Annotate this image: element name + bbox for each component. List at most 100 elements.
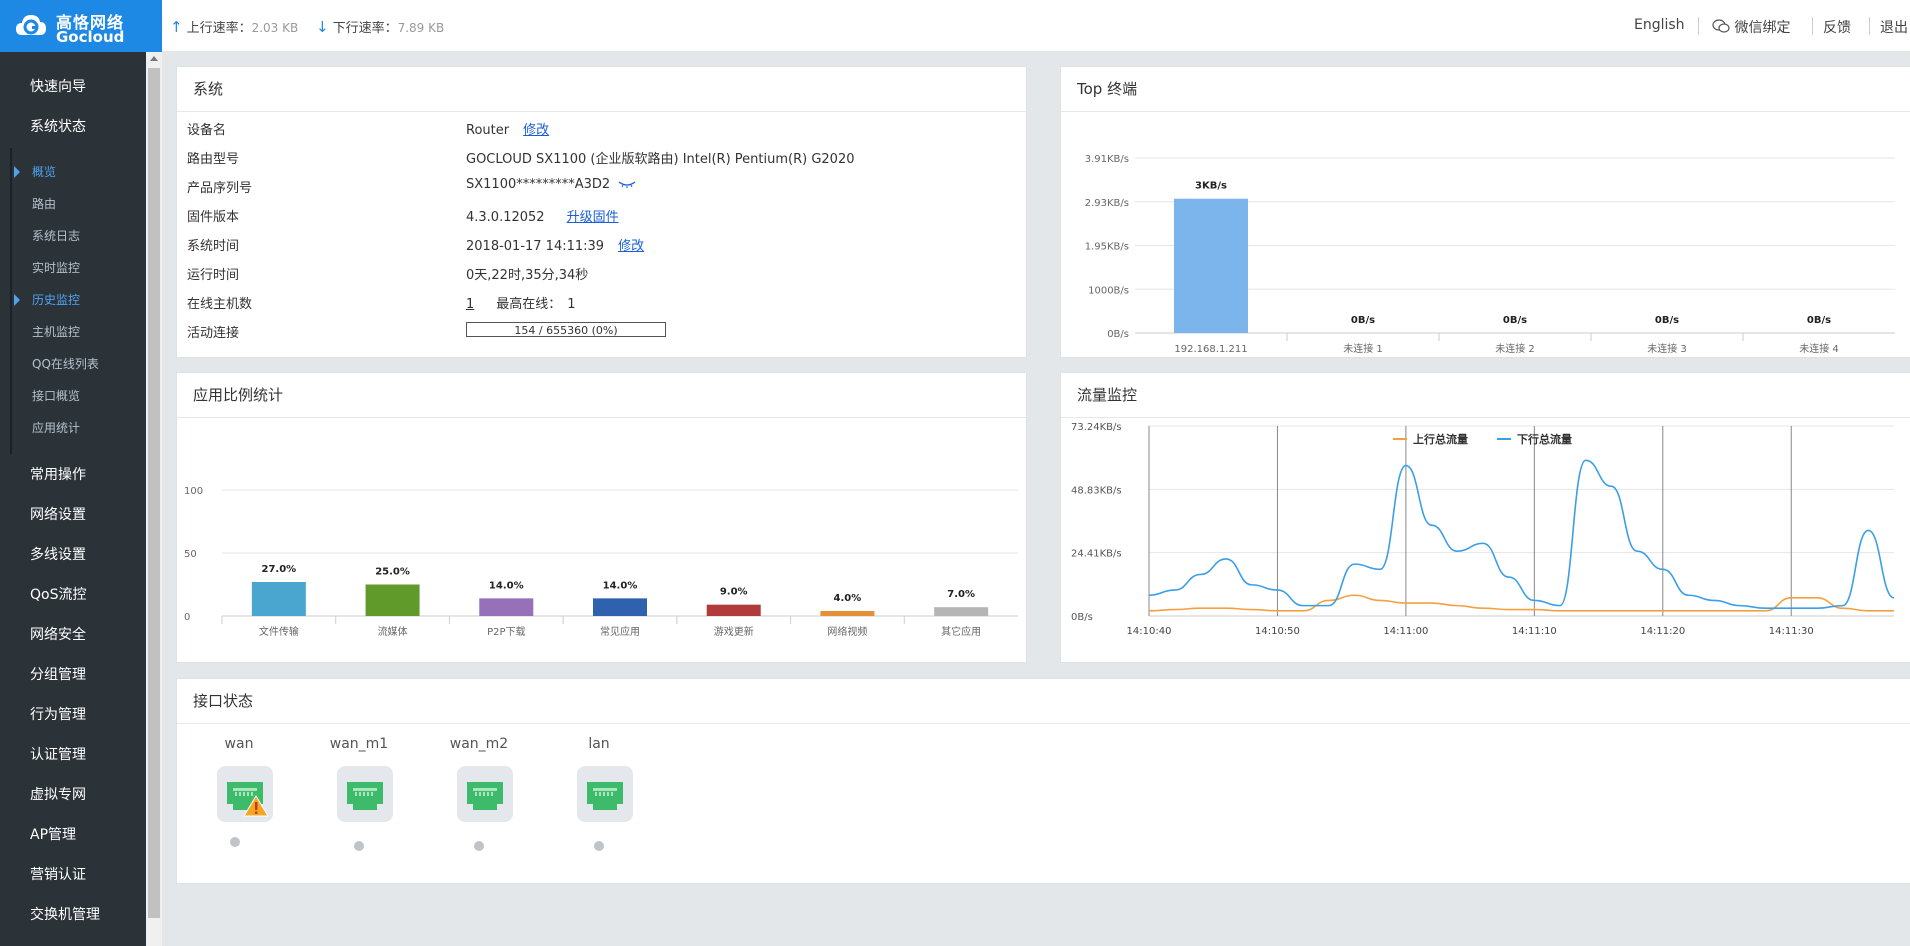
sidebar-subitem-system-log[interactable]: 系统日志 — [32, 229, 81, 243]
x-tick-label: 其它应用 — [941, 625, 981, 638]
device-name-value: Router — [466, 123, 510, 138]
data-label: 3KB/s — [1195, 181, 1227, 192]
system-time-label: 系统时间 — [187, 239, 240, 254]
x-tick-label: 未连接 2 — [1495, 342, 1535, 355]
device-name-row: Router 修改 — [466, 119, 549, 138]
series-line — [1148, 594, 1894, 612]
interface-item-wan[interactable]: wan — [199, 736, 279, 866]
legend-label: 上行总流量 — [1413, 432, 1468, 446]
uptime-label: 运行时间 — [187, 268, 240, 283]
bar — [820, 610, 875, 616]
x-tick-label: 14:11:10 — [1512, 626, 1557, 637]
firmware-value: 4.3.0.12052 — [466, 210, 545, 225]
wechat-bind-link[interactable]: 微信绑定 — [1712, 17, 1790, 37]
app-ratio-title: 应用比例统计 — [177, 373, 1026, 418]
sidebar-item-quick-guide[interactable]: 快速向导 — [30, 79, 86, 95]
sidebar-item-auth-mgmt[interactable]: 认证管理 — [30, 747, 86, 763]
ethernet-port-icon — [337, 766, 393, 822]
top-terminals-panel: Top 终端 0B/s 1000B/s 1.95KB/s 2.93KB/s 3.91KB… — [1060, 66, 1910, 358]
download-rate-label: 下行速率： — [332, 21, 398, 36]
sidebar-subitem-qq-online[interactable]: QQ在线列表 — [32, 357, 99, 371]
traffic-panel: 流量监控 0B/s 24.41KB/s 48.83KB/s 73.24KB/s 14:1… — [1060, 372, 1910, 663]
data-label: 7.0% — [947, 589, 975, 600]
download-rate-value: 7.89 KB — [397, 21, 445, 35]
sidebar-subitem-overview[interactable]: 概览 — [0, 156, 146, 188]
sidebar-scrollbar[interactable] — [146, 52, 162, 946]
sidebar-item-marketing-auth[interactable]: 营销认证 — [30, 867, 86, 883]
x-tick-label: 游戏更新 — [714, 625, 754, 638]
cloud-logo-icon — [16, 15, 46, 35]
data-label: 0B/s — [1655, 315, 1679, 326]
uptime-value: 0天,22时,35分,34秒 — [466, 268, 589, 283]
sidebar-subitem-interface-overview[interactable]: 接口概览 — [32, 389, 81, 403]
data-label: 0B/s — [1807, 315, 1831, 326]
online-hosts-label: 在线主机数 — [187, 297, 253, 312]
ethernet-port-icon — [457, 766, 513, 822]
serial-row: SX1100*********A3D2 — [466, 177, 636, 192]
interface-item-lan[interactable]: lan — [559, 736, 639, 866]
wechat-icon — [1712, 19, 1730, 33]
x-tick-label: 192.168.1.211 — [1174, 344, 1247, 355]
sidebar-item-common-ops[interactable]: 常用操作 — [30, 467, 86, 483]
interface-item-wan_m1[interactable]: wan_m1 — [319, 736, 399, 866]
data-label: 25.0% — [375, 567, 410, 578]
sidebar-item-ap-mgmt[interactable]: AP管理 — [30, 827, 77, 843]
bar — [934, 607, 989, 616]
divider — [1698, 17, 1699, 35]
brand-logo[interactable]: 高恪网络 Gocloud — [0, 0, 162, 52]
brand-name-cn: 高恪网络 — [56, 13, 125, 32]
y-tick-label: 0 — [184, 612, 190, 623]
traffic-chart: 0B/s 24.41KB/s 48.83KB/s 73.24KB/s 14:10:40 1… — [1071, 422, 1895, 637]
upload-arrow-icon: ↑ — [170, 18, 183, 36]
y-tick-label: 0B/s — [1071, 612, 1093, 623]
serial-value: SX1100*********A3D2 — [466, 177, 611, 192]
scroll-up-arrow-icon[interactable] — [150, 56, 158, 61]
sidebar-item-network-settings[interactable]: 网络设置 — [30, 507, 86, 523]
firmware-label: 固件版本 — [187, 210, 240, 225]
eye-closed-icon[interactable] — [618, 180, 636, 188]
scrollbar-thumb[interactable] — [148, 68, 160, 918]
upload-rate: ↑ 上行速率：2.03 KB — [170, 17, 298, 36]
x-tick-label: 14:10:50 — [1255, 626, 1300, 637]
sidebar-subitem-host-monitor[interactable]: 主机监控 — [32, 325, 81, 339]
upgrade-firmware-link[interactable]: 升级固件 — [566, 210, 619, 225]
sidebar-item-network-security[interactable]: 网络安全 — [30, 627, 86, 643]
data-label: 0B/s — [1503, 315, 1527, 326]
bar — [251, 581, 306, 616]
x-tick-label: 未连接 1 — [1343, 342, 1383, 355]
sidebar: 高恪网络 Gocloud 快速向导 系统状态 概览 路由 系统日志 实时监控 历… — [0, 0, 162, 946]
sidebar-item-group-mgmt[interactable]: 分组管理 — [30, 667, 86, 683]
submenu-indicator-bar — [10, 148, 12, 454]
sidebar-subitem-history-monitor[interactable]: 历史监控 — [0, 284, 146, 316]
sidebar-subitem-app-stats[interactable]: 应用统计 — [32, 421, 81, 435]
device-name-edit-link[interactable]: 修改 — [523, 123, 550, 138]
logout-link[interactable]: 退出 — [1880, 20, 1908, 36]
sidebar-item-qos[interactable]: QoS流控 — [30, 587, 87, 603]
y-tick-label: 0B/s — [1107, 329, 1129, 340]
model-value: GOCLOUD SX1100 (企业版软路由) Intel(R) Pentium… — [466, 152, 855, 167]
feedback-link[interactable]: 反馈 — [1823, 20, 1851, 36]
sidebar-subitem-realtime-monitor[interactable]: 实时监控 — [32, 261, 81, 275]
y-tick-label: 100 — [184, 486, 203, 497]
system-panel-title: 系统 — [177, 67, 1026, 112]
sidebar-item-behavior-mgmt[interactable]: 行为管理 — [30, 707, 86, 723]
brand-name-en: Gocloud — [56, 28, 125, 46]
app-ratio-chart: 0 50 100 27.0% 文件传输 25.0% 流媒体 14.0% P2P下载 14.0% 常见… — [184, 486, 1018, 638]
sidebar-item-multiline[interactable]: 多线设置 — [30, 547, 86, 563]
upload-rate-label: 上行速率： — [186, 21, 252, 36]
sidebar-item-system-status[interactable]: 系统状态 — [30, 119, 86, 135]
online-hosts-link[interactable]: 1 — [466, 297, 475, 312]
system-time-row: 2018-01-17 14:11:39 修改 — [466, 235, 644, 254]
sidebar-subitem-route[interactable]: 路由 — [32, 197, 57, 211]
sidebar-item-vpn[interactable]: 虚拟专网 — [30, 787, 86, 803]
x-tick-label: 常见应用 — [600, 625, 640, 638]
interface-item-wan_m2[interactable]: wan_m2 — [439, 736, 519, 866]
data-label: 14.0% — [489, 580, 524, 591]
interface-name: wan_m1 — [329, 736, 389, 752]
english-link[interactable]: English — [1634, 17, 1685, 33]
interface-name: wan_m2 — [449, 736, 509, 752]
upload-rate-value: 2.03 KB — [251, 21, 299, 35]
legend-label: 下行总流量 — [1517, 432, 1572, 446]
system-time-edit-link[interactable]: 修改 — [618, 239, 645, 254]
sidebar-item-switch-mgmt[interactable]: 交换机管理 — [30, 907, 100, 923]
